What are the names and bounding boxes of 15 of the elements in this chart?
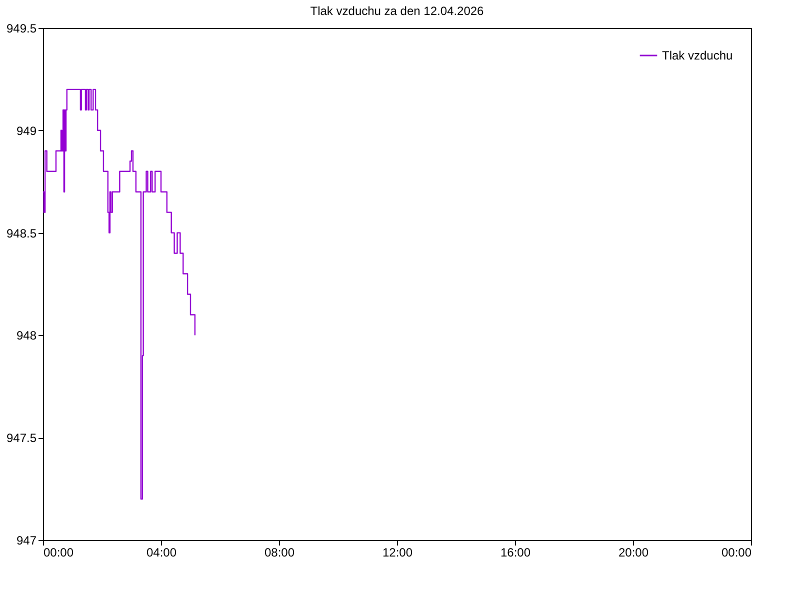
x-tick-label: 16:00: [500, 546, 531, 560]
x-tick-label: 00:00: [44, 546, 74, 560]
x-tick-label: 04:00: [146, 546, 177, 560]
y-tick-label: 949: [16, 124, 37, 138]
legend-label: Tlak vzduchu: [662, 48, 733, 62]
y-tick-label: 949.5: [6, 22, 37, 36]
y-tick-label: 948.5: [6, 226, 37, 240]
x-tick-label: 12:00: [382, 546, 413, 560]
chart-title: Tlak vzduchu za den 12.04.2026: [310, 4, 484, 18]
x-tick-label: 00:00: [721, 546, 752, 560]
y-tick-label: 947: [16, 534, 37, 548]
x-tick-label: 20:00: [618, 546, 649, 560]
y-tick-label: 948: [16, 328, 37, 343]
y-tick-label: 947.5: [6, 431, 37, 446]
x-tick-label: 08:00: [264, 546, 295, 560]
